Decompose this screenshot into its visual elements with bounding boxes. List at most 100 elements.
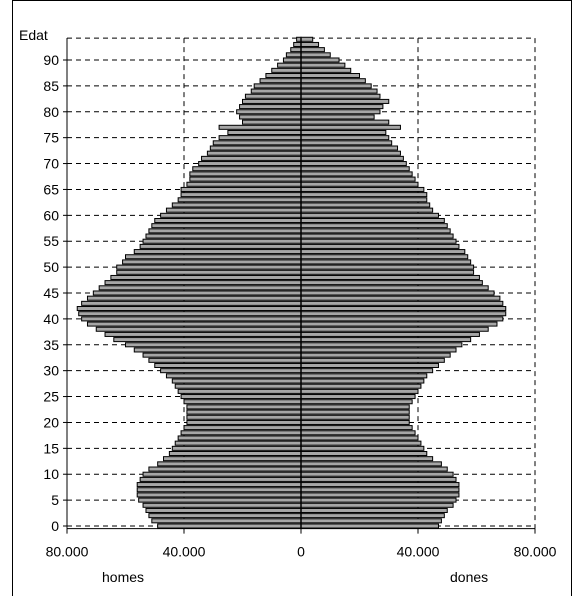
bar-homes-20 (186, 419, 302, 425)
bar-dones-72 (300, 150, 401, 156)
bar-dones-71 (300, 155, 404, 161)
bar-homes-38 (95, 326, 302, 332)
x-tick-label-2: 0 (297, 544, 305, 560)
bar-dones-28 (300, 378, 425, 384)
bar-dones-57 (300, 228, 451, 234)
bar-homes-31 (154, 362, 302, 369)
y-tick-label-65: 65 (43, 181, 59, 197)
bar-dones-41 (300, 311, 507, 317)
bar-dones-34 (300, 347, 457, 353)
bar-dones-36 (300, 337, 472, 343)
bar-homes-44 (86, 295, 302, 301)
bar-homes-54 (139, 243, 302, 249)
bar-dones-31 (300, 362, 439, 369)
bar-dones-12 (300, 461, 442, 467)
bar-homes-64 (180, 192, 302, 198)
bar-homes-87 (265, 73, 302, 79)
y-tick-label-30: 30 (43, 363, 59, 379)
bar-homes-29 (165, 373, 302, 379)
bar-dones-69 (300, 166, 410, 172)
bar-dones-27 (300, 383, 422, 389)
bar-dones-43 (300, 300, 504, 306)
bar-homes-0 (157, 523, 302, 529)
bar-dones-68 (300, 171, 413, 177)
bar-dones-47 (300, 280, 483, 286)
bar-dones-44 (300, 295, 501, 301)
bar-dones-55 (300, 238, 457, 244)
bar-homes-59 (154, 217, 302, 224)
bar-homes-60 (160, 212, 302, 218)
labels-group: Edat homes dones (19, 27, 488, 585)
bar-homes-45 (92, 290, 302, 296)
bar-dones-6 (300, 492, 460, 498)
bar-homes-7 (136, 487, 302, 493)
bar-homes-90 (282, 57, 302, 63)
bar-homes-84 (250, 88, 302, 94)
bar-dones-35 (300, 342, 463, 348)
bar-homes-57 (148, 228, 302, 234)
bar-dones-70 (300, 161, 407, 167)
y-tick-label-10: 10 (43, 466, 59, 482)
bar-homes-19 (183, 425, 302, 431)
bar-homes-12 (157, 461, 302, 467)
bar-dones-77 (300, 124, 401, 130)
bar-homes-21 (186, 414, 302, 420)
bar-dones-24 (300, 399, 413, 405)
y-tick-label-80: 80 (43, 104, 59, 120)
y-tick-label-45: 45 (43, 285, 59, 301)
bar-homes-23 (186, 404, 302, 410)
bar-dones-65 (300, 186, 425, 192)
bar-dones-50 (300, 264, 475, 270)
bar-homes-77 (218, 124, 302, 130)
bar-dones-25 (300, 394, 416, 400)
bar-homes-40 (81, 316, 302, 322)
bar-homes-36 (113, 337, 302, 343)
bar-dones-52 (300, 254, 469, 260)
bar-homes-70 (198, 161, 302, 167)
bar-dones-32 (300, 357, 445, 363)
bar-dones-42 (300, 306, 507, 312)
frame-top-border (12, 0, 572, 1)
bar-homes-15 (171, 445, 302, 451)
bar-homes-6 (136, 492, 302, 498)
bar-dones-61 (300, 207, 434, 213)
y-tick-label-85: 85 (43, 78, 59, 94)
bar-homes-73 (209, 145, 302, 151)
bar-homes-26 (177, 388, 302, 394)
bar-dones-14 (300, 450, 428, 457)
x-tick-label-3: 40.000 (397, 544, 440, 560)
bar-dones-75 (300, 135, 390, 141)
bar-dones-60 (300, 212, 439, 218)
frame-right-border (571, 0, 572, 596)
bar-homes-92 (290, 47, 302, 53)
bar-dones-92 (300, 47, 325, 53)
bar-homes-16 (174, 440, 302, 446)
bar-dones-37 (300, 331, 480, 337)
bar-dones-39 (300, 321, 498, 327)
bar-dones-64 (300, 192, 428, 198)
bar-homes-74 (212, 140, 302, 146)
y-tick-label-75: 75 (43, 130, 59, 146)
frame-left-border (12, 0, 13, 596)
bar-dones-80 (300, 109, 381, 115)
bar-homes-18 (180, 430, 302, 436)
bar-dones-40 (300, 316, 504, 322)
bar-dones-54 (300, 243, 460, 249)
bar-homes-27 (174, 383, 302, 389)
bar-homes-28 (171, 378, 302, 384)
bar-dones-29 (300, 373, 428, 379)
bar-dones-58 (300, 223, 448, 229)
y-tick-label-5: 5 (51, 492, 59, 508)
y-tick-label-70: 70 (43, 156, 59, 172)
bar-dones-3 (300, 507, 448, 513)
bar-homes-39 (86, 321, 302, 327)
y-tick-label-0: 0 (51, 518, 59, 534)
bar-homes-93 (293, 41, 302, 47)
bar-homes-10 (142, 471, 302, 477)
bar-dones-26 (300, 388, 419, 394)
bar-dones-9 (300, 476, 457, 482)
bar-homes-68 (189, 171, 302, 177)
y-tick-label-50: 50 (43, 259, 59, 275)
